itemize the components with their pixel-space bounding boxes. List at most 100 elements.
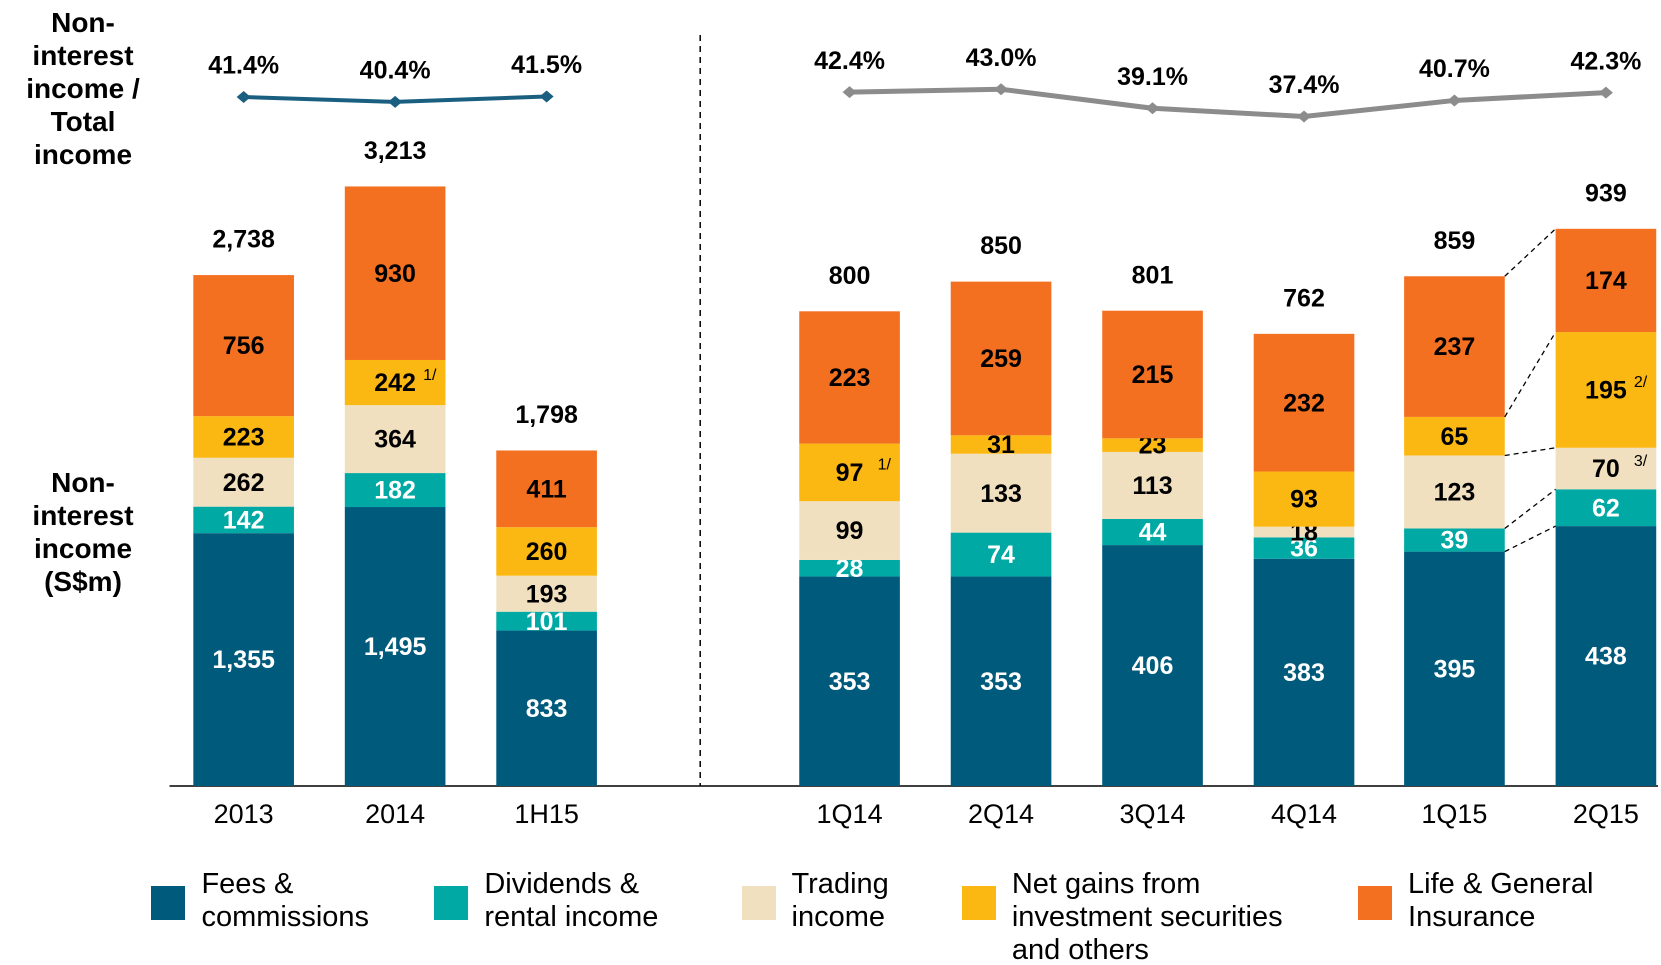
legend-label: Life & General Insurance [1408,868,1594,933]
bar-segment [496,527,597,576]
segment-label: 101 [526,608,568,636]
footnote-marker: 3/ [1634,453,1648,470]
bar-segment [1253,471,1355,527]
ratio-label: 40.7% [1419,55,1490,83]
segment-label: 756 [223,332,265,360]
segment-label: 353 [829,668,871,696]
connector [1504,447,1556,457]
bar-segment [1555,447,1657,490]
bar-segment [1555,332,1657,448]
segment-label: 223 [829,364,871,392]
segment-label: 123 [1434,479,1476,507]
ratio-marker [539,90,554,103]
bar-segment [799,501,900,560]
ratio-label: 41.5% [511,51,582,79]
bar-segment [1102,438,1203,452]
ratio-label: 42.3% [1570,47,1641,75]
footnote-marker: 2/ [1634,374,1648,391]
bar-segment [1404,416,1505,456]
bar-segment [1102,310,1203,439]
segment-label: 142 [223,507,265,535]
ratio-label: 43.0% [966,44,1037,72]
bar-segment [950,453,1052,533]
connector [1504,525,1556,553]
segment-label: 438 [1585,643,1627,671]
bar-segment [496,630,597,787]
legend-swatch [961,886,996,920]
bar-segment [950,532,1052,577]
segment-label: 1,355 [212,646,275,674]
segment-label: 406 [1132,652,1174,680]
legend-label: Dividends & rental income [484,868,659,933]
segment-label: 383 [1283,659,1325,687]
x-tick-label: 2013 [214,799,274,829]
ratio-title: Non-interest income / Total income [26,7,140,170]
total-label: 850 [980,232,1022,260]
bar-segment [950,576,1052,787]
footnote-marker: 1/ [878,457,892,474]
bar-segment [1253,526,1355,538]
bar-segment [193,533,294,787]
ratio-marker [1145,102,1160,115]
ratio-marker [236,91,251,104]
segment-label: 93 [1290,486,1318,514]
total-label: 939 [1585,179,1627,207]
ratio-label: 42.4% [814,47,885,75]
total-label: 2,738 [212,226,275,254]
bar-segment [950,281,1052,436]
connector [1504,228,1557,277]
legend-swatch [434,886,469,920]
segment-label: 259 [980,345,1022,373]
bar-segment [496,450,597,528]
segment-label: 193 [526,580,568,608]
segment-label: 223 [223,424,265,452]
x-tick-label: 2Q14 [968,799,1034,829]
ratio-line [849,86,1607,120]
segment-label: 174 [1585,267,1627,295]
bar-segment [344,359,446,406]
x-tick-label: 1H15 [514,799,579,829]
segment-label: 133 [980,480,1022,508]
segment-label: 260 [526,538,568,566]
segment-label: 395 [1434,655,1476,683]
bar-segment [1404,528,1505,552]
segment-label: 242 [374,369,416,397]
segment-label: 65 [1441,423,1469,451]
bar-segment [193,457,294,507]
bar-segment [1253,333,1355,472]
segment-label: 31 [987,431,1015,459]
ratio-label: 40.4% [360,57,431,85]
bar-segment [1253,537,1355,559]
bar-segment [1555,489,1657,527]
segment-label: 411 [526,475,566,503]
segment-label: 74 [987,541,1015,569]
segment-label: 353 [980,668,1022,696]
x-tick-label: 2Q15 [1573,799,1639,829]
bar-segment [496,611,597,631]
bar-segment [1555,228,1657,333]
segment-label: 232 [1283,389,1325,417]
bar-segment [344,186,446,360]
bar-segment [193,506,294,534]
segment-label: 930 [374,260,416,288]
bar-segment [799,559,900,577]
legend-swatch [741,886,776,920]
bar-segment [950,435,1052,454]
segment-label: 39 [1441,527,1469,555]
ratio-marker [994,83,1009,96]
total-label: 859 [1434,227,1476,255]
segment-label: 182 [374,477,416,505]
bar-segment [344,507,446,787]
bar-segment [1102,518,1203,546]
segment-label: 113 [1132,472,1172,500]
x-tick-label: 3Q14 [1119,799,1185,829]
bar-segment [1102,545,1203,787]
segment-label: 99 [836,517,864,545]
segment-label: 44 [1139,519,1167,547]
y-title: Non-interest income (S$m) [32,467,134,597]
ratio-label: 37.4% [1269,71,1340,99]
bar-segment [799,311,900,444]
x-tick-label: 2014 [365,799,425,829]
